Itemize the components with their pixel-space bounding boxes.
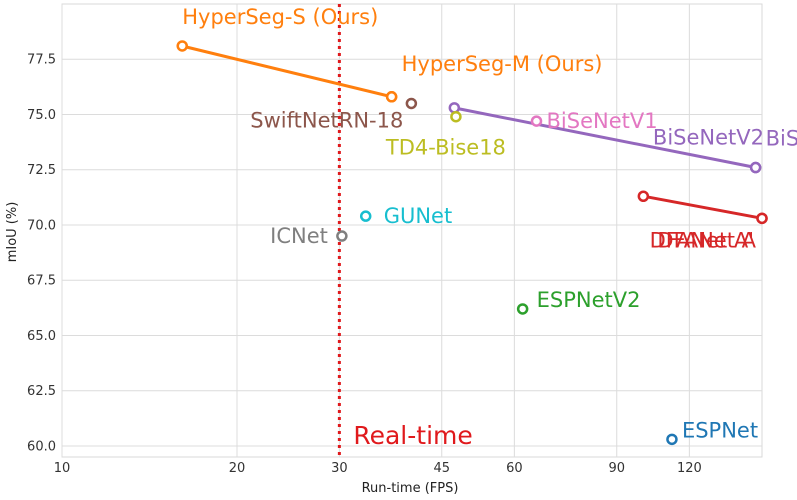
y-tick-label: 77.5 — [27, 53, 56, 68]
realtime-marker: Real-time — [337, 4, 473, 457]
series-label: GUNet — [384, 204, 453, 228]
series-label: HyperSeg-S (Ours) — [182, 5, 378, 29]
series-label: ESPNetV2 — [537, 288, 641, 312]
x-tick-label: 60 — [506, 461, 523, 476]
y-tick-label: 67.5 — [27, 274, 56, 289]
series-label: DFANet A' — [650, 228, 754, 252]
y-axis-label: mIoU (%) — [5, 202, 20, 263]
data-point — [405, 97, 418, 110]
series-label: SwiftNetRN-18 — [250, 108, 403, 132]
y-tick-label: 65.0 — [27, 329, 56, 344]
realtime-label: Real-time — [353, 421, 472, 450]
data-point — [637, 190, 650, 202]
data-point — [336, 230, 348, 242]
data-point — [450, 110, 462, 123]
tick-labels: 60.0 62.5 65.0 67.5 70.0 72.5 75.0 77.5 10 20 30 45… — [27, 53, 702, 476]
series-label: ESPNet — [682, 418, 758, 442]
x-tick-label: 90 — [608, 461, 625, 476]
data-point — [176, 40, 188, 52]
series-label: DFANet A — [657, 228, 756, 252]
y-tick-label: 62.5 — [27, 384, 56, 399]
series-points — [176, 40, 768, 446]
series-label: BiSeNetV1 — [547, 109, 658, 133]
x-tick-label: 10 — [54, 461, 71, 476]
series-label: ICNet — [270, 224, 328, 248]
data-point — [385, 91, 398, 103]
data-point — [448, 102, 461, 114]
y-tick-label: 72.5 — [27, 163, 56, 178]
plot-background — [61, 3, 763, 458]
data-point — [749, 161, 762, 174]
series-line — [181, 44, 392, 99]
y-tick-label: 70.0 — [27, 218, 56, 233]
x-tick-label: 45 — [433, 461, 450, 476]
x-axis-label: Run-time (FPS) — [362, 481, 459, 496]
series-lines — [181, 44, 763, 220]
grid-lines — [61, 4, 762, 457]
y-tick-label: 60.0 — [27, 439, 56, 454]
data-point — [530, 115, 543, 127]
y-tick-label: 75.0 — [27, 108, 56, 123]
x-tick-label: 20 — [229, 461, 246, 476]
x-tick-label: 120 — [677, 461, 702, 476]
data-point — [666, 433, 678, 446]
series-label: BiSeNetV2-L — [766, 127, 797, 151]
series-label: TD4-Bise18 — [385, 136, 506, 160]
series-label: BiSeNetV2 — [653, 126, 764, 150]
series-labels: HyperSeg-S (Ours) HyperSeg-M (Ours) SwiftN… — [182, 5, 797, 442]
series-line — [643, 194, 763, 220]
x-tick-label: 30 — [331, 461, 348, 476]
series-label: HyperSeg-M (Ours) — [402, 52, 603, 76]
series-line — [454, 106, 756, 169]
data-point — [756, 212, 768, 225]
data-point — [516, 303, 529, 315]
data-point — [359, 210, 372, 222]
